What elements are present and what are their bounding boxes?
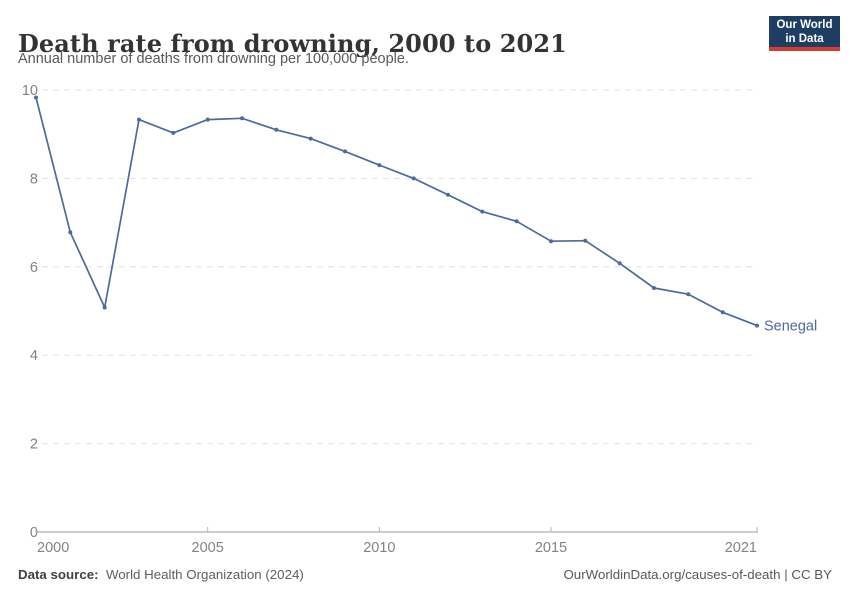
page-title: Death rate from drowning, 2000 to 2021 [18, 29, 567, 59]
data-point-senegal-2015[interactable] [549, 239, 553, 244]
data-point-senegal-2016[interactable] [583, 238, 588, 243]
data-point-senegal-2007[interactable] [274, 127, 279, 132]
data-point-senegal-2021[interactable] [755, 323, 759, 328]
data-point-senegal-2018[interactable] [652, 286, 656, 290]
data-point-senegal-2013[interactable] [480, 209, 485, 214]
data-point-senegal-2017[interactable] [617, 261, 622, 266]
data-point-senegal-2008[interactable] [308, 136, 313, 141]
data-point-senegal-2003[interactable] [137, 117, 141, 122]
data-point-senegal-2019[interactable] [686, 292, 691, 297]
data-source: Data source: World Health Organization (… [18, 567, 304, 582]
data-point-senegal-2020[interactable] [720, 310, 725, 315]
data-point-senegal-2011[interactable] [411, 176, 416, 181]
owid-logo-red-bar [769, 47, 840, 51]
data-point-senegal-2002[interactable] [102, 305, 107, 310]
data-point-senegal-2014[interactable] [514, 219, 519, 224]
chart-footer: Data source: World Health Organization (… [18, 567, 832, 582]
data-point-senegal-2009[interactable] [343, 149, 347, 154]
x-tick-label-2005: 2005 [192, 540, 224, 556]
owid-logo-line1: Our World [776, 19, 833, 31]
data-point-senegal-2000[interactable] [34, 95, 38, 100]
data-point-senegal-2004[interactable] [171, 130, 176, 135]
x-tick-label-2010: 2010 [363, 540, 395, 556]
data-point-senegal-2006[interactable] [240, 116, 244, 121]
page-subtitle: Annual number of deaths from drowning pe… [18, 51, 409, 67]
data-point-senegal-2001[interactable] [68, 230, 73, 235]
series-line-senegal[interactable] [35, 96, 758, 327]
y-tick-label-10: 10 [22, 83, 38, 99]
y-tick-label-0: 0 [30, 525, 38, 541]
credit-link[interactable]: OurWorldinData.org/causes-of-death | CC … [563, 567, 832, 582]
owid-logo-line2: in Data [785, 33, 824, 45]
y-tick-label-4: 4 [30, 348, 38, 364]
y-tick-label-2: 2 [30, 437, 38, 453]
y-tick-label-6: 6 [30, 260, 38, 276]
data-point-senegal-2012[interactable] [446, 192, 450, 197]
owid-logo-text: Our World in Data [769, 16, 840, 47]
x-tick-label-2000: 2000 [37, 540, 69, 556]
x-tick-label-2021: 2021 [725, 540, 757, 556]
owid-logo[interactable]: Our World in Data [769, 16, 840, 51]
x-tick-label-2015: 2015 [535, 540, 567, 556]
data-source-text: World Health Organization (2024) [105, 567, 304, 582]
y-tick-label-8: 8 [30, 171, 38, 187]
line-chart[interactable]: 0 2 4 6 8 10 2000 2005 2010 2015 2021 Senegal [0, 78, 850, 558]
data-point-senegal-2005[interactable] [205, 117, 210, 122]
series-end-label-senegal[interactable]: Senegal [764, 319, 817, 335]
data-source-label: Data source: [18, 567, 99, 582]
data-point-senegal-2010[interactable] [377, 163, 382, 168]
